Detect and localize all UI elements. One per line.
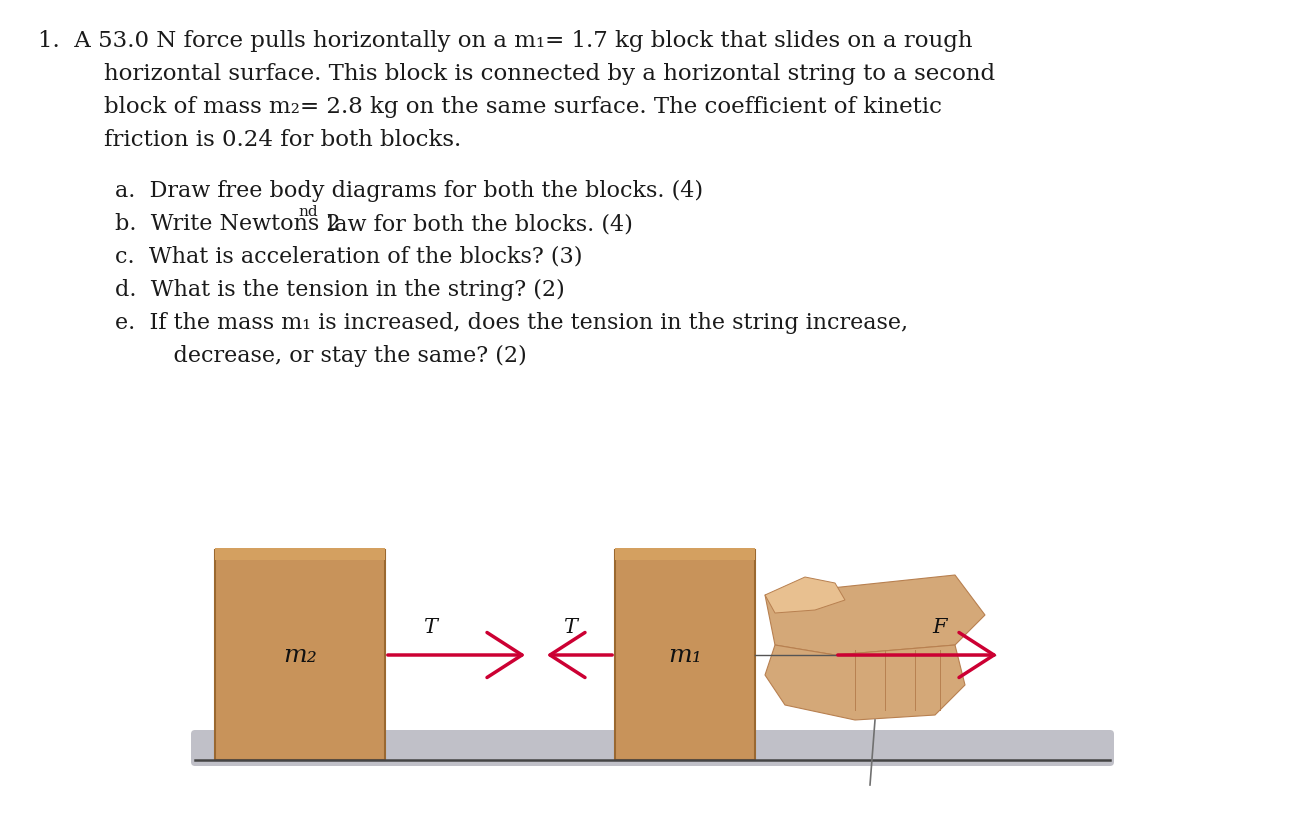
Polygon shape [765, 575, 985, 655]
FancyBboxPatch shape [191, 730, 1114, 766]
Text: m₂: m₂ [283, 643, 317, 666]
Text: friction is 0.24 for both blocks.: friction is 0.24 for both blocks. [74, 129, 461, 151]
Text: b.  Write Newtons 2: b. Write Newtons 2 [115, 213, 341, 235]
Text: c.  What is acceleration of the blocks? (3): c. What is acceleration of the blocks? (… [115, 246, 582, 268]
Text: T: T [562, 618, 577, 637]
Bar [615, 550, 756, 760]
Text: nd: nd [298, 205, 317, 219]
Polygon shape [765, 645, 964, 720]
Text: T: T [423, 618, 437, 637]
Text: law for both the blocks. (4): law for both the blocks. (4) [320, 213, 633, 235]
Text: F: F [933, 618, 947, 637]
Text: 1.  A 53.0 N force pulls horizontally on a m₁= 1.7 kg block that slides on a rou: 1. A 53.0 N force pulls horizontally on … [38, 30, 972, 52]
Polygon shape [765, 577, 846, 613]
Bar [215, 548, 385, 560]
Bar [615, 548, 756, 560]
Bar [215, 550, 385, 760]
Text: e.  If the mass m₁ is increased, does the tension in the string increase,: e. If the mass m₁ is increased, does the… [115, 312, 908, 334]
Text: block of mass m₂= 2.8 kg on the same surface. The coefficient of kinetic: block of mass m₂= 2.8 kg on the same sur… [74, 96, 942, 118]
Text: a.  Draw free body diagrams for both the blocks. (4): a. Draw free body diagrams for both the … [115, 180, 703, 202]
Text: horizontal surface. This block is connected by a horizontal string to a second: horizontal surface. This block is connec… [74, 63, 996, 85]
Text: m₁: m₁ [668, 643, 702, 666]
Text: decrease, or stay the same? (2): decrease, or stay the same? (2) [145, 345, 527, 367]
Text: d.  What is the tension in the string? (2): d. What is the tension in the string? (2… [115, 279, 565, 301]
